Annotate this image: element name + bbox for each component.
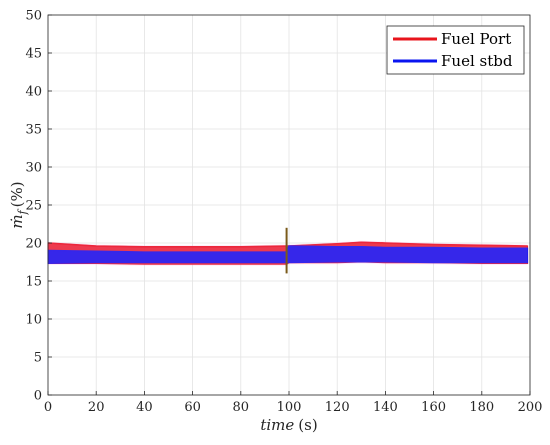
y-tick-label: 15: [25, 275, 42, 290]
x-tick-label: 100: [277, 400, 302, 415]
y-axis-label-subscript: f: [16, 208, 29, 215]
y-axis-label-unit: (%): [8, 181, 26, 207]
data-series: [47, 227, 529, 274]
x-tick-label: 120: [325, 400, 350, 415]
y-tick-label: 0: [34, 389, 42, 404]
legend-label-fuel-port: Fuel Port: [441, 30, 511, 48]
y-tick-label: 5: [34, 351, 42, 366]
x-tick-label: 200: [518, 400, 543, 415]
x-axis-label: time (s): [260, 416, 317, 434]
x-tick-label: 160: [421, 400, 446, 415]
x-tick-label: 40: [136, 400, 153, 415]
y-tick-label: 10: [25, 313, 42, 328]
y-tick-label: 40: [25, 85, 42, 100]
y-tick-label: 30: [25, 161, 42, 176]
series-halo-fuel-port: [48, 240, 528, 266]
x-tick-label: 0: [44, 400, 52, 415]
legend-box: [386, 25, 525, 75]
y-tick-label: 35: [25, 123, 42, 138]
x-tick-label: 180: [469, 400, 494, 415]
x-tick-label: 20: [88, 400, 105, 415]
legend-label-fuel-stbd: Fuel stbd: [441, 52, 513, 70]
y-tick-label: 20: [25, 237, 42, 252]
x-tick-label: 60: [184, 400, 201, 415]
y-tick-label: 45: [25, 47, 42, 62]
y-tick-label: 25: [25, 199, 42, 214]
axis-ticks: 0 20 40 60 80 100 120 140 160 180 200 0 5 10 15 20 25 30 3…: [25, 9, 542, 416]
y-axis-label-symbol: ṁ: [8, 214, 26, 228]
x-axis-label-unit: (s): [298, 416, 317, 434]
y-tick-label: 50: [25, 9, 42, 24]
y-axis-label: ṁf(%): [8, 181, 29, 228]
legend: Fuel Port Fuel stbd: [386, 25, 525, 75]
x-tick-label: 80: [233, 400, 250, 415]
series-upper-fuel-stbd: [47, 245, 528, 253]
x-tick-label: 140: [373, 400, 398, 415]
x-axis-label-main: time: [260, 416, 294, 434]
